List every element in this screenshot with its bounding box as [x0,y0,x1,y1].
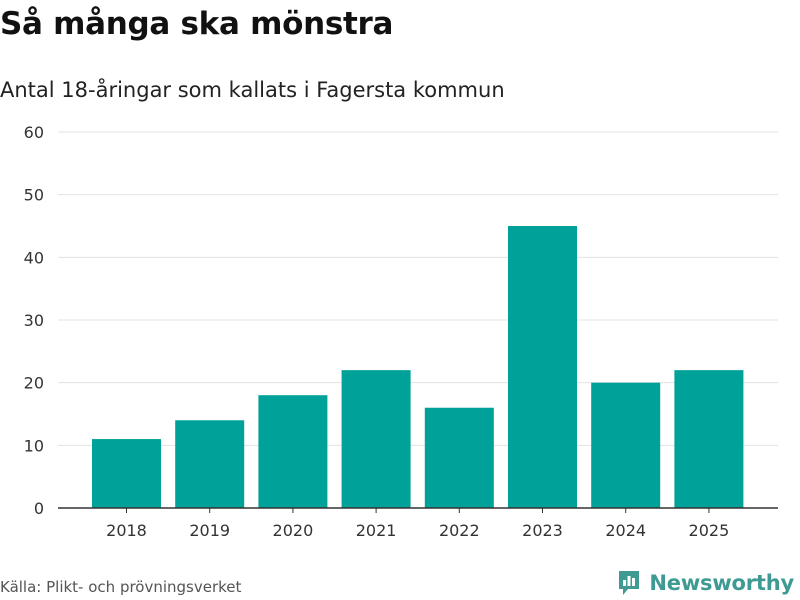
x-tick-label: 2018 [106,521,147,540]
chart-subtitle: Antal 18-åringar som kallats i Fagersta … [0,78,505,102]
brand-name: Newsworthy [649,571,794,595]
y-tick-label: 60 [24,123,44,142]
y-tick-label: 20 [24,374,44,393]
brand-logo: Newsworthy [617,569,794,597]
bar-2020 [258,395,328,508]
x-tick-label: 2024 [605,521,646,540]
x-tick-label: 2020 [273,521,314,540]
chart-title: Så många ska mönstra [0,6,394,42]
y-tick-label: 30 [24,311,44,330]
y-tick-label: 40 [24,248,44,267]
bar-2018 [92,439,161,508]
bar-2021 [341,370,411,508]
x-tick-label: 2022 [439,521,480,540]
y-tick-label: 50 [24,186,44,205]
y-tick-label: 0 [34,499,44,518]
x-tick-label: 2023 [522,521,563,540]
bar-2025 [674,370,744,508]
y-tick-label: 10 [24,436,44,455]
bar-2023 [508,226,577,508]
bar-2019 [175,420,245,508]
x-tick-label: 2021 [356,521,397,540]
x-tick-label: 2019 [189,521,230,540]
bar-chart-speech-bubble-icon [619,571,640,595]
bar-2024 [591,382,661,508]
x-tick-label: 2025 [689,521,730,540]
source-note: Källa: Plikt- och prövningsverket [0,578,242,596]
bar-2022 [424,407,494,508]
